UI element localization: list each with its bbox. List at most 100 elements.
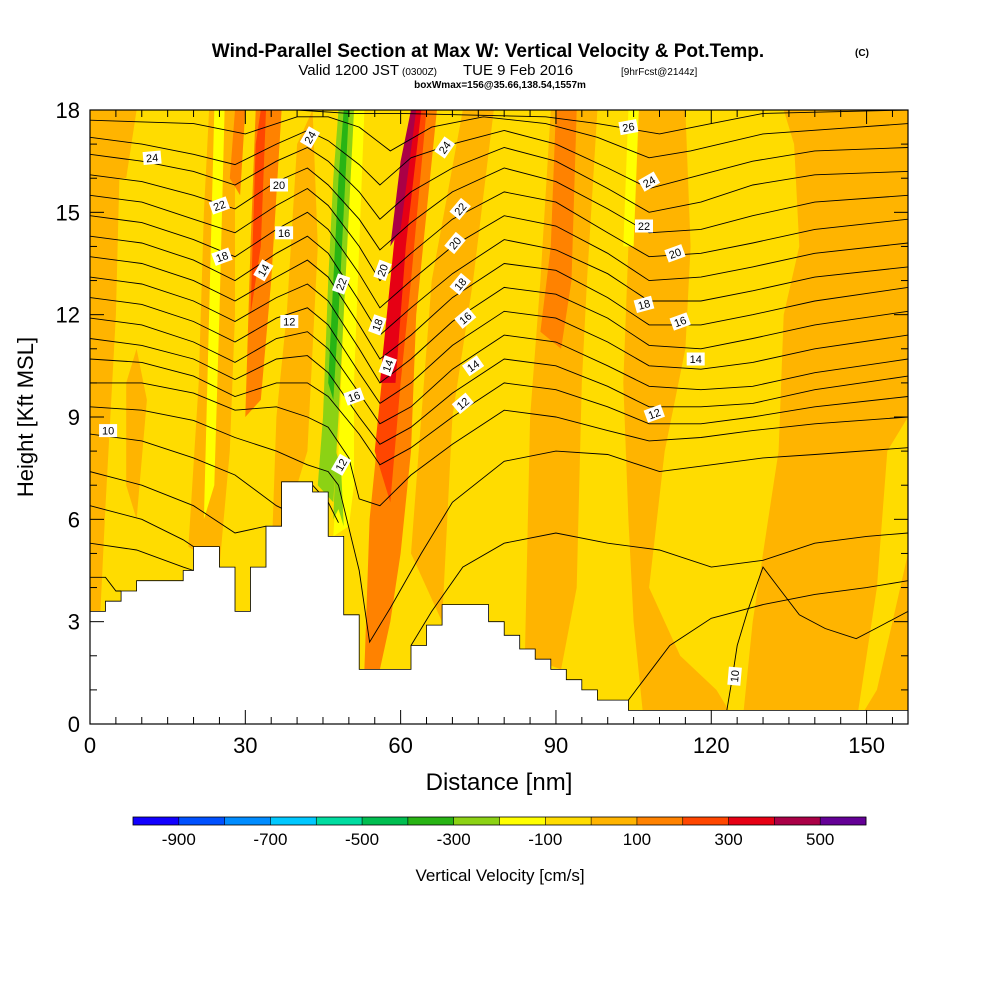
contour-label-0: 24: [142, 150, 162, 165]
svg-text:24: 24: [146, 152, 159, 165]
contour-label-4: 16: [275, 226, 294, 240]
y-tick-label: 0: [68, 712, 80, 737]
isentrope-17: [90, 471, 267, 534]
svg-text:16: 16: [673, 315, 689, 330]
svg-text:10: 10: [729, 670, 742, 683]
isentrope-7: [90, 235, 908, 336]
colorbar-tick-label: -500: [345, 830, 379, 849]
colorbar-tick-label: -300: [437, 830, 471, 849]
contour-label-3: 18: [211, 247, 233, 266]
velocity-region-17: [390, 110, 417, 247]
isentrope-11: [90, 317, 908, 425]
svg-text:12: 12: [647, 407, 663, 422]
isentrope-12: [90, 338, 908, 445]
velocity-region-1: [126, 348, 147, 520]
colorbar-tick-label: 100: [623, 830, 651, 849]
valid-time-b: (0300Z): [402, 67, 437, 78]
isentrope-20: [90, 576, 122, 592]
svg-text:20: 20: [273, 180, 285, 192]
colorbar-tick-label: -900: [162, 830, 196, 849]
contour-label-1: 22: [208, 196, 231, 215]
colorbar-swatch: [407, 817, 455, 825]
isentrope-22: [628, 580, 908, 701]
isentrope-4: [90, 167, 908, 251]
svg-text:12: 12: [283, 317, 295, 329]
isentrope-18: [90, 505, 194, 547]
x-tick-label: 150: [848, 733, 885, 758]
x-axis-label: Distance [nm]: [426, 769, 573, 796]
contour-label-26: 16: [669, 312, 691, 331]
svg-text:24: 24: [303, 129, 320, 146]
contour-label-11: 14: [378, 355, 397, 377]
isentrope-8: [90, 256, 908, 360]
y-tick-label: 12: [56, 303, 80, 328]
velocity-region-9: [105, 110, 137, 179]
valid-time-d: [9hrFcst@2144z]: [621, 67, 698, 78]
colorbar: -900 -700 -500 -300 -100 100 300 500: [132, 816, 867, 849]
contour-label-layer: 24 22 20 18 16 14 12 24 22 20 18 14 16 12 24 22 20 18 16 14…: [99, 119, 742, 686]
chart-title: Wind-Parallel Section at Max W: Vertical…: [212, 41, 764, 62]
contour-label-24: 20: [664, 244, 686, 263]
velocity-region-4: [411, 110, 494, 622]
isentrope-1: [90, 116, 908, 159]
plot-area: 24 22 20 18 16 14 12 24 22 20 18 14 16 12 24 22 20 18 16 14…: [90, 110, 908, 724]
chart-title-mark: (C): [855, 48, 869, 59]
x-tick-label: 60: [388, 733, 412, 758]
velocity-region-8: [856, 553, 908, 724]
colorbar-tick-label: 500: [806, 830, 834, 849]
terrain-layer: [90, 481, 908, 724]
svg-text:26: 26: [621, 121, 635, 135]
contour-label-28: 12: [643, 404, 665, 423]
x-tick-label: 30: [233, 733, 257, 758]
velocity-region-22: [328, 110, 349, 400]
y-tick-label: 6: [68, 507, 80, 532]
colorbar-label: Vertical Velocity [cm/s]: [415, 866, 584, 885]
svg-text:14: 14: [256, 262, 273, 279]
svg-text:20: 20: [668, 247, 684, 262]
isentrope-5: [90, 187, 908, 282]
colorbar-swatch: [178, 817, 226, 825]
colorbar-swatch: [682, 817, 729, 825]
y-tick-label: 15: [56, 200, 80, 225]
contour-label-25: 18: [633, 295, 655, 314]
colorbar-swatch: [728, 817, 775, 825]
svg-text:14: 14: [465, 358, 482, 375]
colorbar-swatch: [499, 817, 546, 825]
contour-label-6: 12: [280, 315, 299, 329]
isentrope-3: [90, 146, 908, 220]
terrain-mask: [90, 481, 908, 724]
isentrope-9: [90, 276, 908, 384]
valid-time-c: TUE 9 Feb 2016: [463, 62, 573, 79]
contour-label-14: 24: [434, 136, 456, 159]
contour-label-10: 18: [368, 314, 387, 336]
velocity-region-6: [623, 110, 738, 724]
colorbar-swatch: [316, 817, 363, 825]
contour-label-2: 20: [270, 178, 288, 192]
svg-text:16: 16: [278, 228, 290, 240]
svg-text:24: 24: [437, 140, 454, 157]
velocity-region-0: [90, 110, 122, 612]
contour-label-22: 24: [638, 171, 661, 192]
colorbar-swatch: [224, 817, 271, 825]
colorbar-tick-label: 300: [714, 830, 742, 849]
isentrope-13: [90, 358, 908, 466]
y-tick-label: 9: [68, 405, 80, 430]
velocity-region-16: [379, 110, 422, 383]
svg-text:20: 20: [376, 263, 391, 279]
valid-time-a: Valid 1200 JST: [298, 62, 399, 79]
svg-text:24: 24: [641, 174, 658, 191]
isentrope-21: [410, 532, 908, 646]
svg-text:14: 14: [381, 358, 396, 374]
colorbar-swatch: [774, 817, 821, 825]
contour-label-19: 14: [461, 355, 485, 377]
velocity-region-14: [250, 110, 266, 315]
svg-text:14: 14: [690, 354, 702, 366]
velocity-region-3: [271, 110, 318, 568]
colorbar-swatch: [591, 817, 638, 825]
colorbar-swatch: [820, 817, 867, 825]
isentrope-14: [90, 382, 908, 507]
isentrope-15: [90, 406, 908, 644]
isentrope-23: [726, 566, 908, 711]
velocity-region-5: [524, 110, 598, 670]
velocity-region-20: [623, 110, 639, 247]
